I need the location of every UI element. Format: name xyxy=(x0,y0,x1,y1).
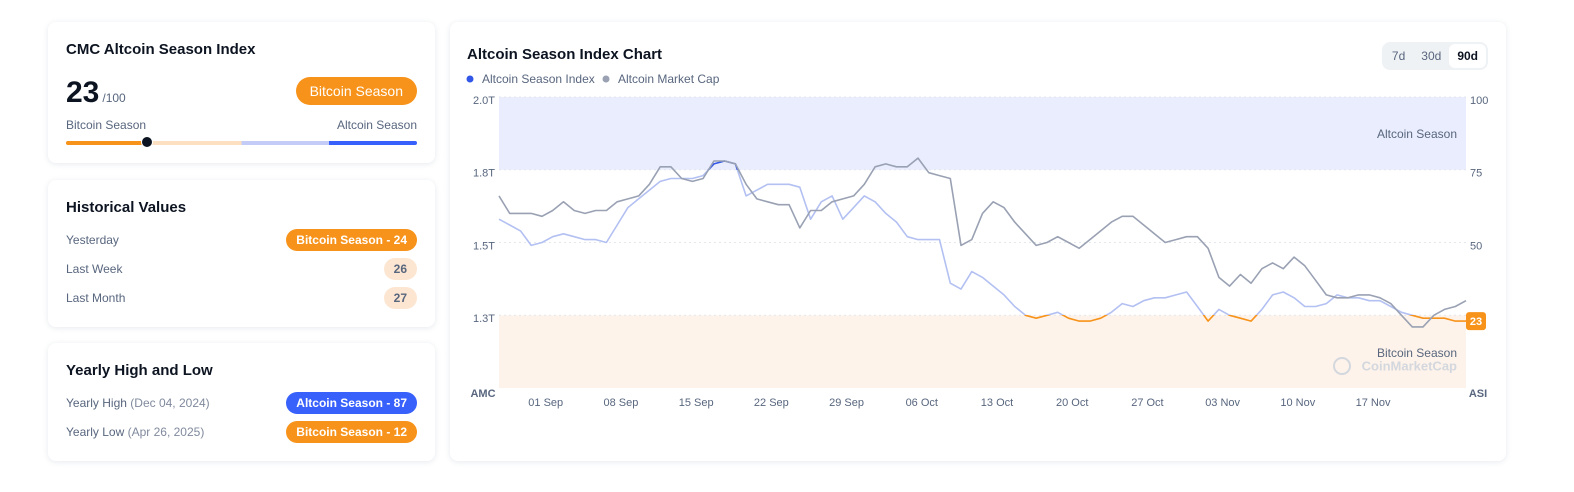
row-date: (Apr 26, 2025) xyxy=(127,425,205,439)
chart-title: Altcoin Season Index Chart xyxy=(467,46,662,63)
chart-card: Altcoin Season Index Chart Altcoin Seaso… xyxy=(450,22,1506,461)
card-title: Historical Values xyxy=(66,199,187,216)
x-tick-label: 06 Oct xyxy=(906,397,938,409)
range-button[interactable]: 90d xyxy=(1449,44,1486,68)
y-tick-label: 1.8T xyxy=(473,168,495,180)
row-badge: 26 xyxy=(383,258,417,280)
x-tick-label: 17 Nov xyxy=(1356,397,1391,409)
history-row: Yesterday Bitcoin Season - 24 xyxy=(66,229,417,251)
historical-card: Historical Values Yesterday Bitcoin Seaso… xyxy=(48,180,435,327)
chart: Altcoin Season Index Chart Altcoin Seaso… xyxy=(466,46,1488,409)
row-label: Yearly High xyxy=(66,396,127,410)
history-row: Last Week 26 xyxy=(66,258,417,280)
latest-badge xyxy=(1466,312,1486,331)
index-max: /100 xyxy=(102,91,126,105)
y-tick-label: 2.0T xyxy=(473,95,495,107)
row-label: Yesterday xyxy=(66,233,119,247)
band-label: Bitcoin Season xyxy=(1377,346,1457,360)
legend-dot xyxy=(466,75,474,83)
row-date: (Dec 04, 2024) xyxy=(130,396,210,410)
row-label-wrap: Yearly High (Dec 04, 2024) xyxy=(66,396,210,410)
latest-value: 23 xyxy=(1470,316,1482,328)
x-tick-label: 13 Oct xyxy=(981,397,1013,409)
row-label: Yearly Low xyxy=(66,425,125,439)
gauge-bar xyxy=(66,136,417,148)
row-badge: Bitcoin Season - 12 xyxy=(286,421,417,443)
row-badge: Altcoin Season - 87 xyxy=(286,392,417,414)
legend-dot xyxy=(602,75,610,83)
index-value-wrap: 23 /100 xyxy=(66,76,126,110)
gauge-fill xyxy=(66,141,147,145)
range-selector: 7d 30d 90d xyxy=(1381,42,1488,70)
x-tick-label: 01 Sep xyxy=(528,397,563,409)
y2-tick-label: 75 xyxy=(1470,168,1482,180)
watermark-logo xyxy=(1333,357,1351,375)
gauge-left-label: Bitcoin Season xyxy=(66,118,147,132)
y2-tick-label: 100 xyxy=(1470,95,1488,107)
x-tick-label: 10 Nov xyxy=(1280,397,1315,409)
gauge-right-label: Altcoin Season xyxy=(336,118,417,132)
range-button[interactable]: 30d xyxy=(1421,49,1442,63)
y-tick-label: 1.5T xyxy=(473,240,495,252)
y2-tick-label: 50 xyxy=(1470,240,1482,252)
card-title: CMC Altcoin Season Index xyxy=(66,41,256,58)
row-badge: Bitcoin Season - 24 xyxy=(286,229,417,251)
row-badge: 27 xyxy=(383,287,417,309)
row-label: Last Week xyxy=(66,262,123,276)
row-label: Last Month xyxy=(66,291,126,305)
season-band xyxy=(499,315,1466,388)
index-card: CMC Altcoin Season Index 23 /100 Bitcoin… xyxy=(48,22,435,163)
yearly-card: Yearly High and Low Yearly High (Dec 04,… xyxy=(48,343,435,461)
season-badge: Bitcoin Season xyxy=(295,77,417,105)
x-tick-label: 22 Sep xyxy=(754,397,789,409)
x-tick-label: 03 Nov xyxy=(1205,397,1240,409)
x-tick-label: 08 Sep xyxy=(603,397,638,409)
x-tick-label: 27 Oct xyxy=(1131,397,1163,409)
series-line xyxy=(498,160,1466,322)
index-value: 23 xyxy=(66,76,100,109)
legend-label: Altcoin Market Cap xyxy=(618,72,720,86)
y2-axis-label: ASI xyxy=(1469,388,1487,400)
history-row: Last Month 27 xyxy=(66,287,417,309)
watermark: CoinMarketCap xyxy=(1362,358,1457,373)
y-tick-label: 1.3T xyxy=(473,313,495,325)
season-band xyxy=(499,97,1466,170)
legend-label: Altcoin Season Index xyxy=(482,72,595,86)
card-title: Yearly High and Low xyxy=(66,362,213,379)
x-tick-label: 29 Sep xyxy=(829,397,864,409)
y-axis-label: AMC xyxy=(470,388,495,400)
gauge-marker xyxy=(140,136,153,148)
row-label-wrap: Yearly Low (Apr 26, 2025) xyxy=(66,425,204,439)
series-line xyxy=(498,157,1467,328)
band-label: Altcoin Season xyxy=(1377,127,1457,141)
yearly-row: Yearly High (Dec 04, 2024) Altcoin Season… xyxy=(66,392,417,414)
range-button[interactable]: 7d xyxy=(1391,49,1406,63)
yearly-row: Yearly Low (Apr 26, 2025) Bitcoin Season … xyxy=(66,421,417,443)
x-tick-label: 20 Oct xyxy=(1056,397,1088,409)
x-tick-label: 15 Sep xyxy=(679,397,714,409)
